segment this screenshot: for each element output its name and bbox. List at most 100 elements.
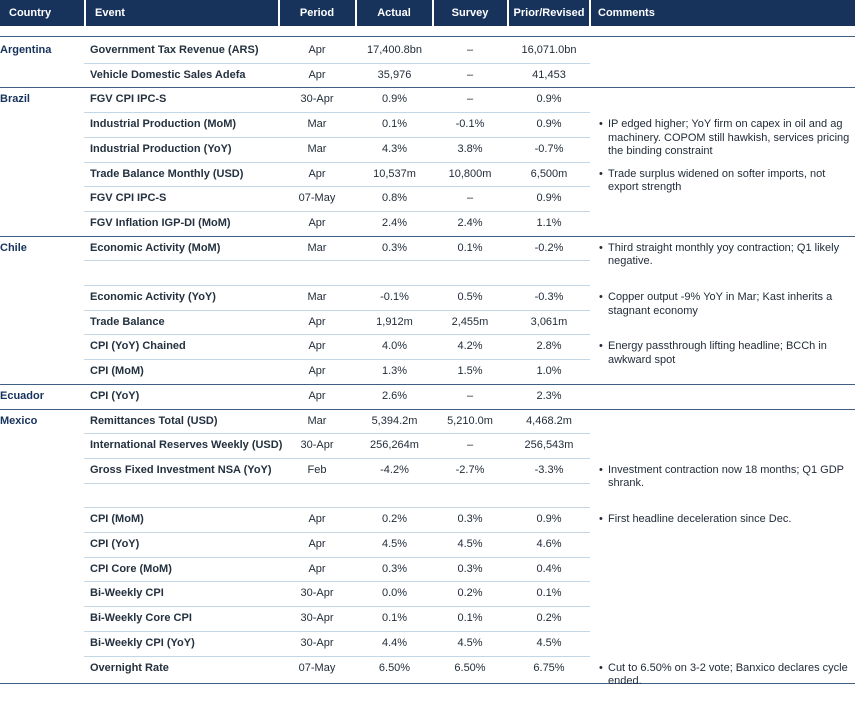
cell-actual: 0.9% xyxy=(381,93,408,106)
cell-period: Apr xyxy=(308,68,326,81)
cell-actual: 0.3% xyxy=(381,562,408,575)
cell-prior: 2.3% xyxy=(536,389,562,402)
cell-survey: 5,210.0m xyxy=(447,414,493,427)
comment: • Energy passthrough lifting headline; BC… xyxy=(599,340,851,367)
comment-text: Cut to 6.50% on 3-2 vote; Banxico declar… xyxy=(608,661,848,688)
cell-period: 30-Apr xyxy=(300,439,334,452)
cell-survey: 6.50% xyxy=(454,661,486,674)
cell-actual: 17,400.8bn xyxy=(366,44,423,56)
table-top-rule xyxy=(0,36,855,37)
event-name: Industrial Production (YoY) xyxy=(90,142,232,155)
cell-actual: 0.3% xyxy=(381,241,408,254)
cell-survey: -0.1% xyxy=(455,118,485,131)
event-name: Vehicle Domestic Sales Adefa xyxy=(90,68,246,81)
cell-prior: 2.8% xyxy=(536,340,562,353)
cell-period: 07-May xyxy=(298,661,336,674)
cell-survey: 2.4% xyxy=(457,216,483,229)
cell-prior: 3,061m xyxy=(530,315,568,328)
cell-survey: – xyxy=(466,389,474,402)
cell-survey: 0.3% xyxy=(457,562,483,575)
cell-prior: 0.4% xyxy=(536,562,562,575)
row-separator xyxy=(84,532,590,533)
header-divider xyxy=(507,0,509,26)
cell-period: Apr xyxy=(308,44,326,56)
event-name: FGV CPI IPC-S xyxy=(90,192,167,205)
cell-survey: 4.5% xyxy=(457,538,483,550)
event-name: FGV CPI IPC-S xyxy=(90,93,167,106)
cell-period: Mar xyxy=(307,142,327,155)
cell-prior: 6,500m xyxy=(530,167,568,180)
comment: • Investment contraction now 18 months; Q… xyxy=(599,464,851,491)
country-divider xyxy=(0,87,855,89)
row-separator xyxy=(84,285,590,286)
data-table: Argentina Government Tax Revenue (ARS) Apr… xyxy=(0,26,855,703)
cell-period: Apr xyxy=(308,562,326,575)
header-event: Event xyxy=(95,7,125,19)
row-separator xyxy=(84,581,590,583)
cell-actual: 35,976 xyxy=(377,68,412,81)
country-divider xyxy=(0,235,855,237)
cell-survey: – xyxy=(466,68,474,81)
comment-text: First headline deceleration since Dec. xyxy=(608,513,792,526)
event-name: Government Tax Revenue (ARS) xyxy=(90,44,259,56)
cell-period: Apr xyxy=(308,340,326,353)
bullet-icon: • xyxy=(599,340,603,353)
cell-period: Apr xyxy=(308,513,326,526)
cell-prior: 0.9% xyxy=(536,93,562,106)
cell-prior: 1.1% xyxy=(536,216,562,229)
cell-survey: 2,455m xyxy=(451,315,489,328)
header-prior: Prior/Revised xyxy=(513,7,585,19)
cell-survey: 3.8% xyxy=(457,142,483,155)
cell-period: 30-Apr xyxy=(300,587,334,600)
cell-period: 07-May xyxy=(298,192,336,205)
country-label: Ecuador xyxy=(0,389,45,402)
cell-period: Apr xyxy=(308,389,326,402)
header-divider xyxy=(84,0,86,26)
cell-actual: 256,264m xyxy=(370,439,419,452)
header-divider xyxy=(589,0,591,26)
event-name: International Reserves Weekly (USD) xyxy=(90,439,283,452)
header-survey: Survey xyxy=(451,7,489,19)
cell-prior: 256,543m xyxy=(524,439,574,452)
event-name: Bi-Weekly CPI (YoY) xyxy=(90,636,195,649)
cell-actual: 6.50% xyxy=(378,661,411,674)
header-comments: Comments xyxy=(598,7,655,19)
cell-prior: -0.7% xyxy=(534,142,564,155)
row-separator xyxy=(84,630,590,632)
comment-text: Energy passthrough lifting headline; BCC… xyxy=(608,340,827,366)
cell-prior: -3.3% xyxy=(534,463,564,476)
cell-prior: -0.2% xyxy=(534,241,564,254)
header-divider xyxy=(432,0,434,26)
cell-actual: 0.0% xyxy=(381,587,408,600)
header-period: Period xyxy=(299,7,335,19)
event-name: Economic Activity (YoY) xyxy=(90,291,216,303)
country-label: Brazil xyxy=(0,93,30,106)
comment: • Third straight monthly yoy contraction;… xyxy=(599,242,851,269)
cell-prior: 0.2% xyxy=(536,612,562,625)
cell-period: Apr xyxy=(308,167,326,180)
cell-prior: 41,453 xyxy=(532,68,566,81)
row-separator xyxy=(84,556,590,558)
cell-survey: 4.2% xyxy=(457,340,483,353)
event-name: Trade Balance xyxy=(90,315,165,328)
header-country: Country xyxy=(9,7,52,19)
cell-survey: 4.5% xyxy=(457,636,483,649)
cell-actual: -0.1% xyxy=(380,291,409,303)
country-divider xyxy=(0,408,855,410)
comment: • IP edged higher; YoY firm on capex in o… xyxy=(599,118,851,159)
country-divider xyxy=(0,383,855,385)
event-name: CPI (YoY) xyxy=(90,538,140,550)
cell-actual: -4.2% xyxy=(380,463,409,476)
country-label: Argentina xyxy=(0,44,52,56)
cell-actual: 0.1% xyxy=(381,118,408,131)
cell-prior: 0.9% xyxy=(536,118,562,131)
bullet-icon: • xyxy=(599,291,603,303)
event-name: Economic Activity (MoM) xyxy=(90,241,221,254)
comment: • First headline deceleration since Dec. xyxy=(599,513,851,527)
event-name: CPI Core (MoM) xyxy=(90,562,172,575)
comment-text: Trade surplus widened on softer imports,… xyxy=(608,167,826,194)
cell-actual: 1.3% xyxy=(381,365,408,378)
comment: • Trade surplus widened on softer imports… xyxy=(599,168,851,195)
event-name: Industrial Production (MoM) xyxy=(90,118,237,131)
row-separator xyxy=(84,507,590,509)
